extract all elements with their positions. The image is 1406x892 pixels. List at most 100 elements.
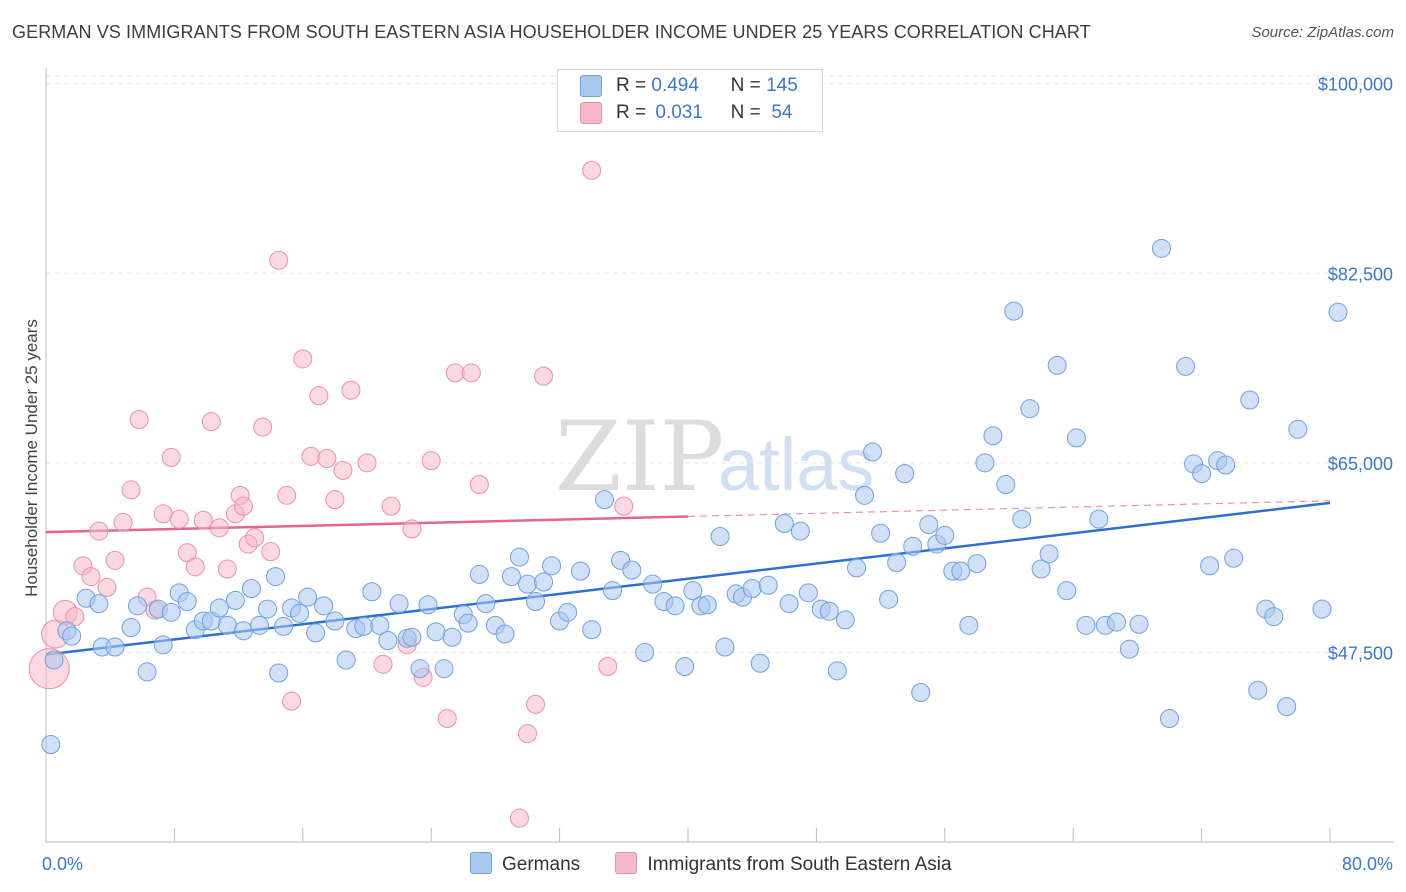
data-point — [62, 626, 82, 646]
data-point — [582, 160, 602, 180]
data-point — [269, 663, 289, 683]
data-point — [1089, 509, 1109, 529]
bottom-legend: Germans Immigrants from South Eastern As… — [470, 852, 982, 876]
data-point — [847, 558, 867, 578]
data-point — [89, 594, 109, 614]
legend-swatch-immigrants — [580, 102, 602, 124]
data-point — [290, 603, 310, 623]
data-point — [542, 556, 562, 576]
data-point — [418, 595, 438, 615]
data-point — [402, 627, 422, 647]
data-point — [89, 521, 109, 541]
data-point — [675, 657, 695, 676]
data-point — [97, 577, 117, 597]
data-point — [426, 622, 446, 642]
data-point — [509, 808, 529, 828]
data-point — [402, 519, 422, 539]
data-point — [635, 642, 655, 662]
data-point — [245, 528, 265, 548]
data-point — [1151, 238, 1171, 258]
data-point — [558, 602, 578, 622]
data-point — [378, 631, 398, 650]
data-point — [509, 547, 529, 567]
data-point — [314, 596, 334, 616]
data-point — [333, 460, 353, 480]
axes — [45, 68, 1394, 843]
data-point — [362, 582, 382, 602]
data-point — [201, 412, 221, 432]
data-point — [895, 464, 915, 484]
data-point — [622, 560, 642, 580]
y-tick-label: $47,500 — [1328, 643, 1393, 663]
data-point — [1264, 607, 1284, 627]
y-tick-label: $100,000 — [1318, 75, 1393, 95]
data-point — [665, 596, 685, 616]
data-point — [710, 527, 730, 546]
trend-line — [45, 515, 689, 534]
data-point — [282, 691, 302, 711]
data-point — [469, 564, 489, 584]
data-point — [603, 581, 623, 601]
data-point — [354, 616, 374, 636]
data-point — [1312, 599, 1332, 619]
bottom-legend-swatch-immigrants — [615, 852, 638, 874]
data-point — [871, 523, 891, 543]
data-point — [233, 621, 253, 641]
data-point — [410, 659, 430, 679]
data-point — [336, 650, 356, 670]
data-point — [225, 590, 245, 610]
data-point — [121, 618, 141, 637]
data-point — [445, 363, 465, 383]
data-point — [1004, 301, 1024, 321]
data-point — [526, 694, 546, 714]
data-point — [827, 661, 847, 681]
data-point — [983, 426, 1003, 446]
watermark: ZIP atlas — [555, 401, 874, 513]
data-point — [177, 592, 197, 611]
data-point — [261, 542, 281, 562]
data-point — [1020, 399, 1040, 419]
data-point — [1277, 697, 1297, 717]
data-point — [779, 594, 799, 614]
data-point — [534, 366, 554, 386]
bottom-legend-swatch-germans — [470, 852, 492, 874]
legend-r-label: R = — [616, 102, 647, 124]
data-point — [469, 475, 489, 494]
data-point — [153, 635, 173, 655]
data-point — [257, 599, 277, 619]
data-point — [293, 349, 313, 369]
data-point — [1057, 581, 1077, 601]
legend-swatch-germans — [580, 75, 602, 97]
bottom-legend-immigrants: Immigrants from South Eastern Asia — [615, 852, 952, 876]
data-point — [614, 496, 634, 516]
data-point — [518, 574, 537, 594]
data-point — [421, 451, 441, 471]
data-point — [461, 363, 481, 383]
data-point — [44, 650, 64, 670]
data-point — [975, 453, 995, 473]
x-tick-label-max: 80.0% — [1342, 854, 1393, 874]
data-point — [127, 596, 147, 616]
data-point — [266, 567, 286, 587]
data-point — [819, 601, 839, 621]
legend-r-label: R = — [616, 75, 647, 97]
data-point — [518, 724, 537, 744]
data-point — [1248, 680, 1268, 700]
data-point — [341, 380, 361, 400]
y-axis-title: Householder Income Under 25 years — [22, 319, 41, 597]
legend-box: R = 0.494 N = 145 R = 0.031 N = 54 — [557, 69, 823, 132]
data-point — [863, 442, 883, 462]
data-point — [357, 453, 377, 473]
data-point — [153, 504, 173, 524]
data-point — [274, 616, 294, 636]
data-point — [1066, 428, 1086, 448]
data-point — [217, 559, 237, 579]
data-point — [570, 561, 590, 581]
data-point — [113, 512, 133, 532]
data-point — [1039, 544, 1059, 564]
chart-source: Source: ZipAtlas.com — [1251, 24, 1394, 41]
data-point — [161, 602, 181, 622]
data-point — [835, 610, 855, 630]
data-point — [269, 250, 289, 270]
legend-n-value: 54 — [766, 102, 793, 124]
